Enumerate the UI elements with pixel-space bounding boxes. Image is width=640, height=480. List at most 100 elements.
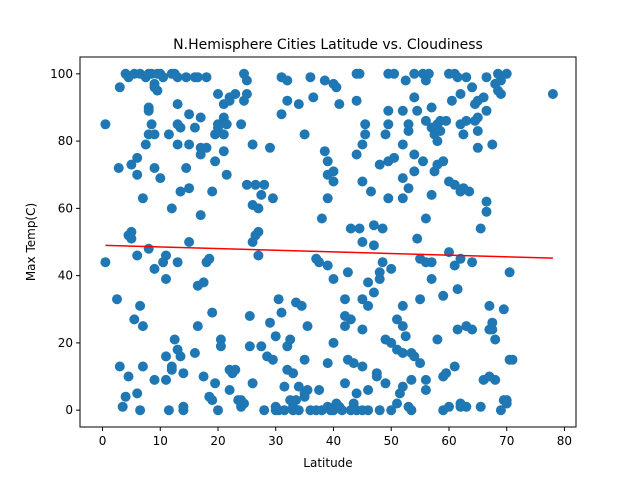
data-point bbox=[253, 226, 264, 237]
x-tick-label: 10 bbox=[153, 434, 168, 448]
x-tick-label: 20 bbox=[210, 434, 225, 448]
data-point bbox=[247, 378, 258, 389]
data-point bbox=[120, 391, 131, 402]
data-point bbox=[432, 136, 443, 147]
y-tick-label: 100 bbox=[50, 67, 73, 81]
data-point bbox=[181, 163, 192, 173]
data-point bbox=[374, 405, 385, 416]
data-point bbox=[241, 75, 252, 86]
data-point bbox=[192, 321, 203, 332]
data-point bbox=[210, 156, 221, 167]
data-point bbox=[210, 378, 221, 389]
data-point bbox=[149, 374, 160, 385]
data-point bbox=[218, 129, 229, 140]
data-point bbox=[163, 129, 174, 140]
data-point bbox=[426, 102, 437, 113]
data-point bbox=[288, 368, 299, 379]
data-point bbox=[293, 99, 304, 110]
x-tick-label: 70 bbox=[499, 434, 514, 448]
x-axis-ticks: 0 10 20 30 40 50 60 70 80 bbox=[99, 427, 572, 448]
data-point bbox=[415, 294, 426, 305]
data-point bbox=[322, 260, 333, 271]
data-point bbox=[184, 183, 195, 194]
data-point bbox=[270, 331, 281, 342]
data-point bbox=[449, 260, 460, 271]
data-point bbox=[184, 109, 195, 120]
x-tick-label: 0 bbox=[99, 434, 107, 448]
data-point bbox=[291, 395, 301, 406]
data-point bbox=[357, 361, 368, 372]
data-point bbox=[351, 95, 362, 106]
data-point bbox=[481, 196, 492, 207]
data-point bbox=[201, 72, 212, 83]
data-point bbox=[253, 250, 264, 261]
data-point bbox=[484, 300, 495, 311]
data-point bbox=[175, 351, 186, 362]
y-tick-label: 0 bbox=[65, 403, 73, 417]
data-point bbox=[117, 401, 128, 412]
data-point bbox=[172, 72, 183, 83]
data-point bbox=[265, 142, 275, 153]
data-point bbox=[348, 358, 359, 369]
data-point bbox=[241, 179, 252, 190]
data-point bbox=[409, 166, 420, 177]
data-point bbox=[461, 72, 472, 83]
data-point bbox=[357, 176, 368, 187]
data-point bbox=[207, 395, 218, 406]
data-point bbox=[438, 156, 449, 167]
data-point bbox=[221, 119, 232, 130]
data-point bbox=[490, 374, 501, 385]
data-point bbox=[383, 105, 394, 116]
data-point bbox=[495, 75, 506, 86]
data-point bbox=[305, 72, 316, 83]
data-point bbox=[137, 321, 148, 332]
data-point bbox=[507, 354, 518, 365]
data-point bbox=[368, 220, 379, 231]
y-axis-label: Max Temp(C) bbox=[24, 203, 38, 281]
data-point bbox=[392, 398, 402, 409]
data-point bbox=[195, 112, 206, 123]
data-point bbox=[386, 337, 397, 348]
data-point bbox=[100, 257, 111, 268]
data-point bbox=[163, 405, 174, 416]
data-point bbox=[357, 324, 368, 335]
x-axis-label: Latitude bbox=[303, 456, 352, 470]
data-point bbox=[175, 186, 186, 197]
data-point bbox=[481, 105, 492, 116]
data-point bbox=[412, 105, 423, 116]
data-point bbox=[195, 210, 206, 221]
data-point bbox=[132, 152, 143, 163]
data-point bbox=[137, 361, 148, 372]
data-point bbox=[239, 398, 249, 409]
data-point bbox=[467, 257, 478, 268]
data-point bbox=[403, 183, 414, 194]
data-point bbox=[406, 405, 417, 416]
data-point bbox=[158, 72, 169, 83]
data-point bbox=[455, 89, 466, 99]
data-point bbox=[236, 119, 247, 130]
data-point bbox=[441, 115, 452, 126]
data-point bbox=[213, 405, 223, 416]
data-point bbox=[241, 89, 252, 99]
data-point bbox=[328, 337, 339, 348]
data-point bbox=[389, 152, 400, 163]
data-point bbox=[149, 163, 160, 173]
data-point bbox=[432, 334, 443, 345]
data-point bbox=[331, 82, 342, 93]
data-point bbox=[143, 243, 154, 254]
x-tick-label: 60 bbox=[441, 434, 456, 448]
data-point bbox=[207, 307, 218, 318]
points-layer bbox=[100, 68, 558, 416]
data-point bbox=[279, 405, 290, 416]
data-point bbox=[276, 109, 287, 120]
data-point bbox=[383, 193, 394, 204]
data-point bbox=[472, 142, 483, 153]
data-point bbox=[140, 139, 151, 150]
data-point bbox=[328, 176, 339, 187]
data-point bbox=[380, 378, 391, 389]
data-point bbox=[397, 105, 408, 116]
x-tick-label: 50 bbox=[384, 434, 399, 448]
data-point bbox=[213, 89, 223, 99]
plot-frame bbox=[79, 56, 577, 428]
data-point bbox=[397, 381, 408, 392]
